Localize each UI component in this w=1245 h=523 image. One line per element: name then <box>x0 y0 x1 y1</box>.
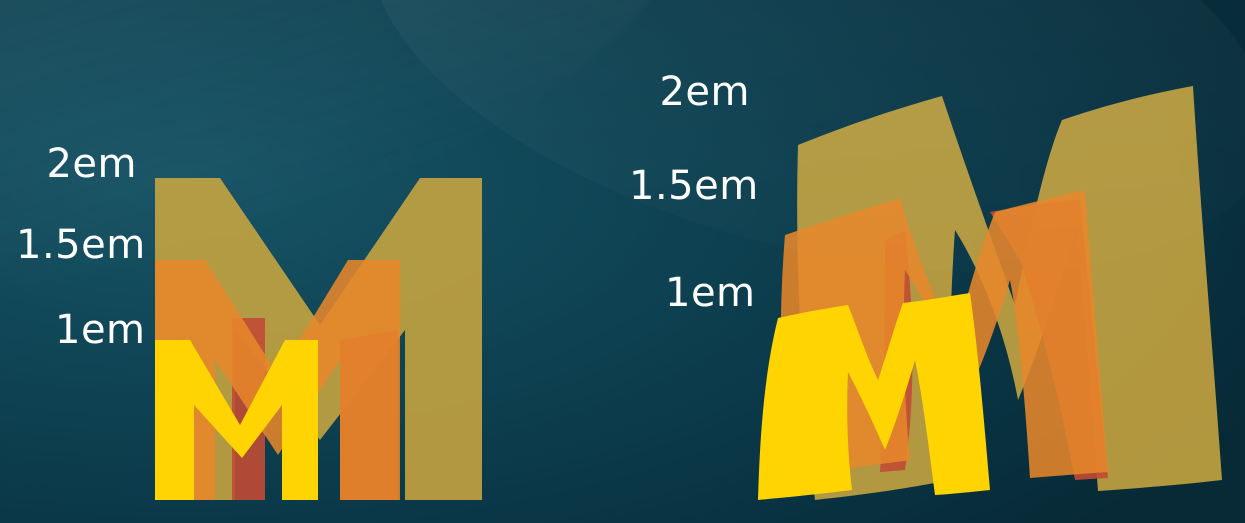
left-label-1-5em: 1.5em <box>16 222 146 268</box>
right-label-2em: 2em <box>659 69 750 115</box>
left-label-2em: 2em <box>46 141 137 187</box>
right-m-stack <box>758 86 1222 500</box>
right-label-1em: 1em <box>665 270 756 316</box>
left-m-1em-shape <box>155 340 318 500</box>
right-m-1em-shape <box>758 293 990 500</box>
left-label-1em: 1em <box>55 307 146 353</box>
left-m-stack <box>155 178 482 500</box>
right-label-1-5em: 1.5em <box>629 163 759 209</box>
